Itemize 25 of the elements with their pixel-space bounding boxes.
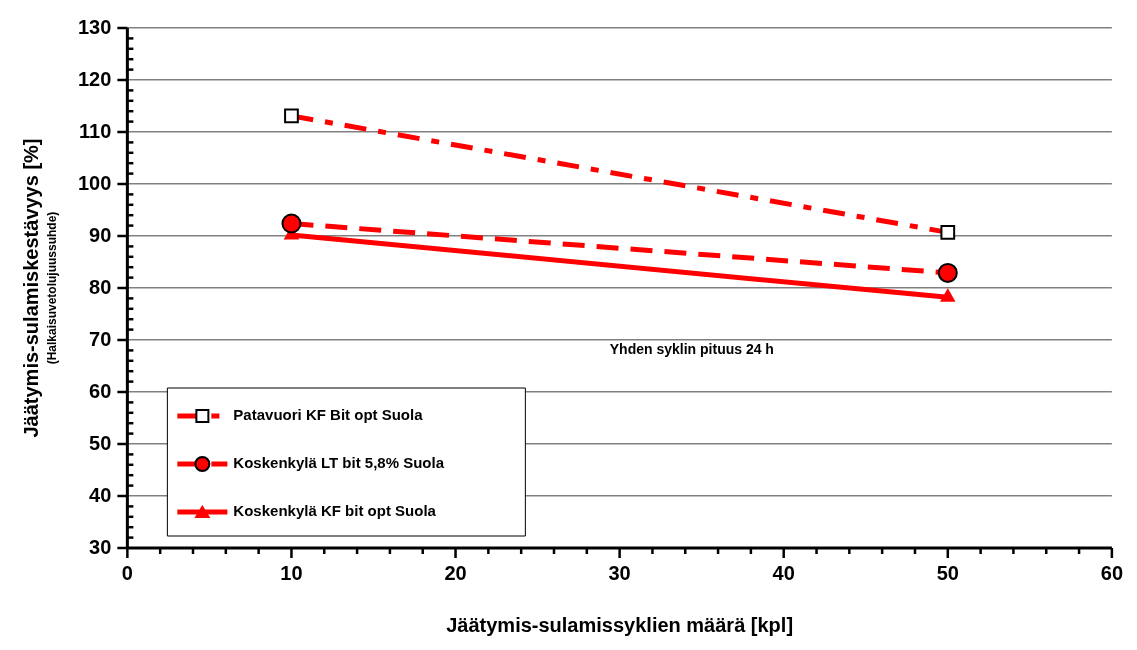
y-tick-label: 90 bbox=[89, 223, 112, 246]
annotation: Yhden syklin pituus 24 h bbox=[609, 341, 774, 358]
y-tick-label: 50 bbox=[89, 431, 112, 454]
x-tick-label: 10 bbox=[280, 561, 303, 584]
y-tick-label: 60 bbox=[89, 379, 112, 402]
y-tick-label: 130 bbox=[77, 15, 112, 38]
x-tick-label: 50 bbox=[936, 561, 959, 584]
y-tick-label: 110 bbox=[79, 119, 112, 142]
y-tick-label: 80 bbox=[89, 275, 112, 298]
y-tick-label: 40 bbox=[89, 483, 112, 506]
x-tick-label: 30 bbox=[608, 561, 631, 584]
x-tick-label: 0 bbox=[121, 561, 133, 584]
x-tick-label: 40 bbox=[772, 561, 795, 584]
x-tick-label: 20 bbox=[444, 561, 467, 584]
y-tick-label: 100 bbox=[77, 171, 112, 194]
point bbox=[937, 262, 958, 283]
y-tick-label: 70 bbox=[89, 327, 112, 350]
x-tick-label: 60 bbox=[1100, 561, 1123, 584]
x-axis-title: Jäätymis-sulamissyklien määrä [kpl] bbox=[446, 613, 794, 636]
y-axis-title: Jäätymis-sulamiskestävyys [%] (Halkaisuvetolujuussuhde) bbox=[20, 138, 59, 438]
legend-label: Koskenkylä LT bit 5,8% Suola bbox=[233, 454, 445, 472]
legend-label: Koskenkylä KF bit opt Suola bbox=[233, 502, 437, 520]
legend-label: Patavuori KF Bit opt Suola bbox=[233, 406, 424, 424]
y-tick-label: 30 bbox=[89, 535, 112, 558]
y-tick-label: 120 bbox=[77, 67, 112, 90]
